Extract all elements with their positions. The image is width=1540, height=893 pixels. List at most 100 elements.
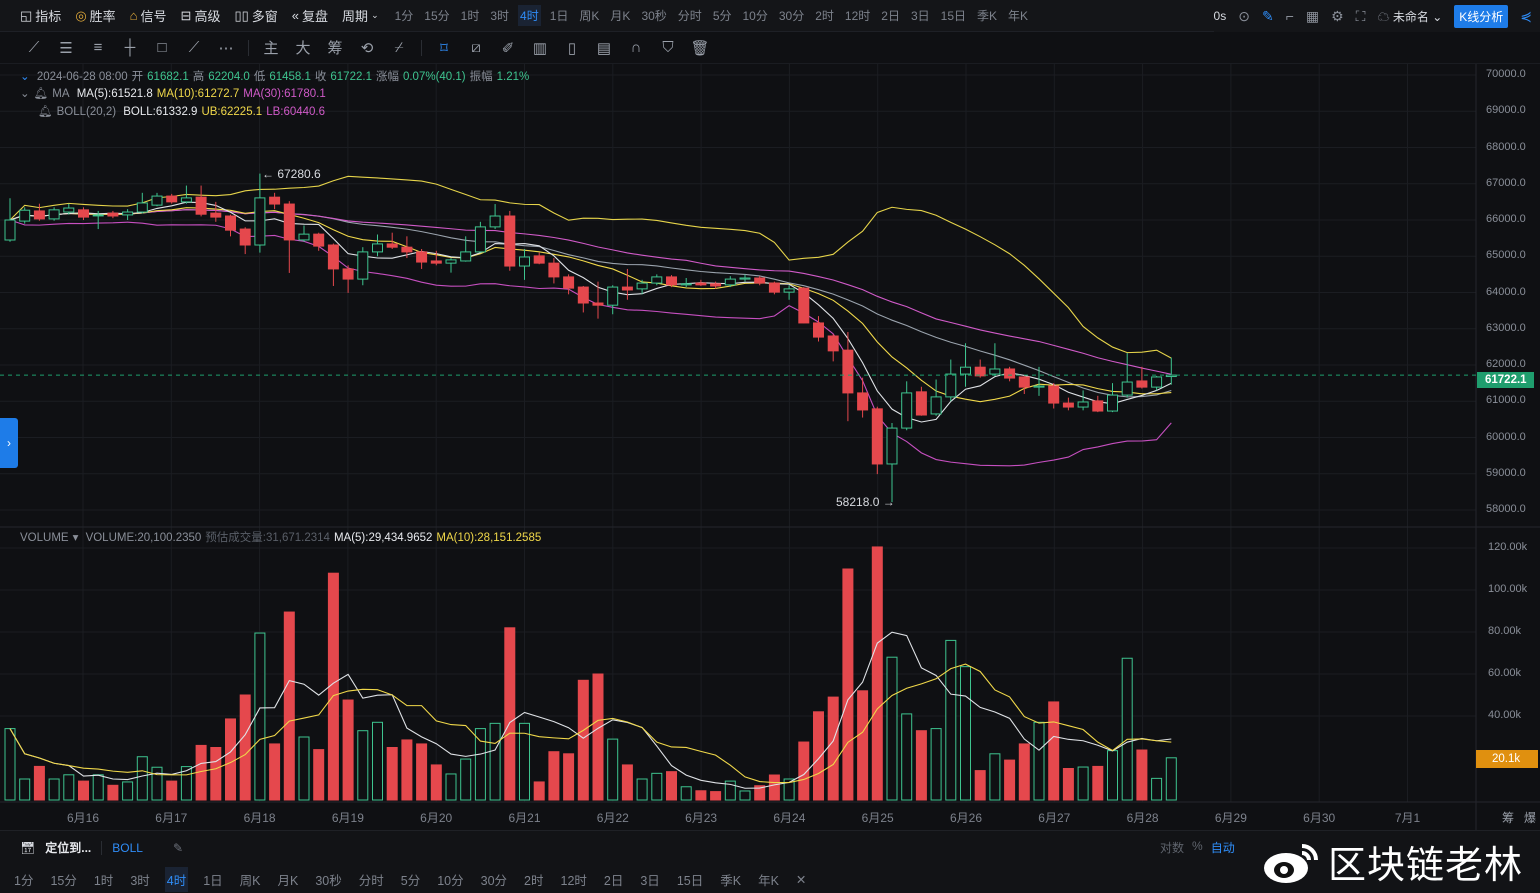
interval-15[interactable]: 2日	[881, 9, 900, 23]
multi-line-icon[interactable]: ≡	[93, 39, 103, 56]
interval-12[interactable]: 30分	[480, 874, 508, 888]
interval-16[interactable]: 3日	[640, 874, 660, 888]
collapse-icon[interactable]: ⌄	[20, 71, 30, 83]
interval-8[interactable]: 30秒	[315, 874, 342, 888]
horizontal-line-icon[interactable]: ┼	[124, 39, 136, 56]
toolbar-advanced[interactable]: ⊟ 高级	[180, 7, 221, 25]
toolbar-replay[interactable]: «复盘	[291, 8, 329, 24]
bell-icon[interactable]: 🔔︎	[38, 106, 53, 118]
price-tick: 69000.0	[1486, 104, 1526, 117]
volume-bar	[739, 790, 751, 801]
bell-icon[interactable]: 🔔︎	[33, 88, 49, 100]
volume-bar	[357, 730, 369, 801]
interval-4[interactable]: 4时	[164, 867, 189, 892]
interval-19[interactable]: 年K	[758, 874, 779, 888]
calculator-icon[interactable]: ▦	[1305, 7, 1320, 24]
interval-10[interactable]: 5分	[400, 874, 421, 888]
volume-bar	[254, 632, 266, 801]
trash-icon[interactable]: 🗑	[690, 39, 710, 57]
interval-6[interactable]: 周K	[579, 9, 600, 23]
interval-6[interactable]: 周K	[239, 874, 261, 888]
interval-7[interactable]: 月K	[277, 874, 299, 888]
interval-14[interactable]: 12时	[844, 9, 871, 23]
chips-toggle[interactable]: 筹	[1501, 811, 1515, 825]
interval-1[interactable]: 15分	[424, 9, 450, 23]
interval-3[interactable]: 3时	[130, 874, 150, 888]
log-scale-toggle[interactable]: 对数	[1160, 841, 1185, 855]
toolbar-signal[interactable]: ⌂ 信号	[129, 8, 167, 24]
interval-12[interactable]: 30分	[778, 9, 805, 23]
share-icon[interactable]: ⋞	[1520, 7, 1532, 24]
interval-5[interactable]: 1日	[203, 874, 223, 888]
calendar-icon[interactable]: 📅︎	[20, 840, 36, 855]
note-icon[interactable]: ▤	[596, 39, 612, 57]
interval-0[interactable]: 1分	[394, 9, 414, 23]
fullscreen-icon[interactable]: ⛶	[1355, 7, 1366, 24]
layout-name-dropdown[interactable]: ☁ 未命名 ⌄	[1377, 9, 1443, 24]
ray-icon[interactable]: ⟋	[188, 39, 200, 56]
candle-body	[974, 366, 986, 377]
edit-icon[interactable]: ✎	[172, 840, 183, 855]
toolbar-winrate[interactable]: ◎ 胜率	[75, 7, 116, 25]
interval-17[interactable]: 15日	[940, 9, 966, 23]
interval-5[interactable]: 1日	[549, 9, 569, 23]
toolbar-multi-window[interactable]: ▯▯ 多窗	[234, 7, 278, 25]
interval-2[interactable]: 1时	[93, 874, 114, 888]
interval-8[interactable]: 30秒	[641, 9, 667, 23]
expand-sidebar-tab[interactable]: ›	[0, 418, 18, 468]
rectangle-icon[interactable]: □	[157, 39, 167, 56]
interval-4[interactable]: 4时	[518, 5, 541, 26]
toolbar-indicator[interactable]: ◱ 指标	[20, 7, 62, 25]
locate-button[interactable]: 定位到...	[45, 841, 92, 855]
sync-icon[interactable]: ⟲	[360, 39, 374, 57]
candle-body	[1136, 380, 1148, 388]
percent-scale-toggle[interactable]: %	[1192, 839, 1203, 853]
clear-drawing-icon[interactable]: ⌿	[394, 39, 404, 56]
close-intervals-icon[interactable]: ✕	[795, 873, 807, 887]
trend-line-icon[interactable]: ⟋	[28, 39, 40, 56]
main-force-button[interactable]: 主	[263, 40, 279, 57]
interval-1[interactable]: 15分	[50, 874, 77, 888]
interval-18[interactable]: 季K	[720, 874, 742, 888]
pen-icon[interactable]: ✎	[1261, 7, 1274, 24]
interval-3[interactable]: 3时	[490, 9, 510, 23]
more-icon[interactable]: ⋯	[218, 39, 234, 57]
interval-15[interactable]: 2日	[603, 874, 624, 888]
settings-icon[interactable]: ⚙	[1331, 7, 1344, 24]
interval-11[interactable]: 10分	[437, 874, 464, 888]
interval-11[interactable]: 10分	[742, 9, 768, 23]
interval-16[interactable]: 3日	[910, 9, 930, 23]
camera-icon[interactable]: ⊙	[1238, 7, 1250, 24]
interval-19[interactable]: 年K	[1008, 9, 1029, 23]
brush-icon[interactable]: ✐	[501, 39, 515, 57]
interval-7[interactable]: 月K	[610, 9, 631, 23]
big-order-button[interactable]: 大	[295, 40, 311, 57]
interval-2[interactable]: 1时	[460, 9, 480, 23]
interval-18[interactable]: 季K	[977, 9, 998, 23]
magnet-icon[interactable]: ∩	[630, 39, 642, 56]
chips-button[interactable]: 筹	[327, 40, 343, 57]
interval-9[interactable]: 分时	[358, 874, 384, 888]
interval-13[interactable]: 2时	[815, 9, 834, 23]
indicator-tag-boll[interactable]: BOLL	[112, 840, 143, 855]
interval-9[interactable]: 分时	[677, 9, 702, 23]
interval-17[interactable]: 15日	[676, 874, 704, 888]
collapse-icon[interactable]: ⌄	[20, 88, 30, 100]
lock-icon[interactable]: ▯	[567, 39, 577, 57]
period-dropdown[interactable]: 周期 ⌄	[342, 9, 379, 24]
candles-icon[interactable]: ▥	[532, 39, 548, 57]
interval-10[interactable]: 5分	[712, 9, 732, 23]
interval-13[interactable]: 2时	[524, 874, 544, 888]
ruler-icon[interactable]: ⧄	[471, 39, 481, 56]
auto-scale-toggle[interactable]: 自动	[1210, 841, 1235, 855]
burst-toggle[interactable]: 爆	[1523, 811, 1537, 825]
bookmark-icon[interactable]: ⌑	[440, 39, 448, 57]
caret-down-icon[interactable]: ▾	[72, 532, 79, 544]
interval-14[interactable]: 12时	[560, 874, 587, 888]
interval-0[interactable]: 1分	[14, 874, 34, 888]
parallel-channel-icon[interactable]: ☰	[59, 39, 73, 57]
bracket-icon[interactable]: ⌐	[1285, 8, 1294, 24]
k-analysis-button[interactable]: K线分析	[1454, 4, 1509, 28]
filter-icon[interactable]: ⛉	[662, 39, 674, 56]
